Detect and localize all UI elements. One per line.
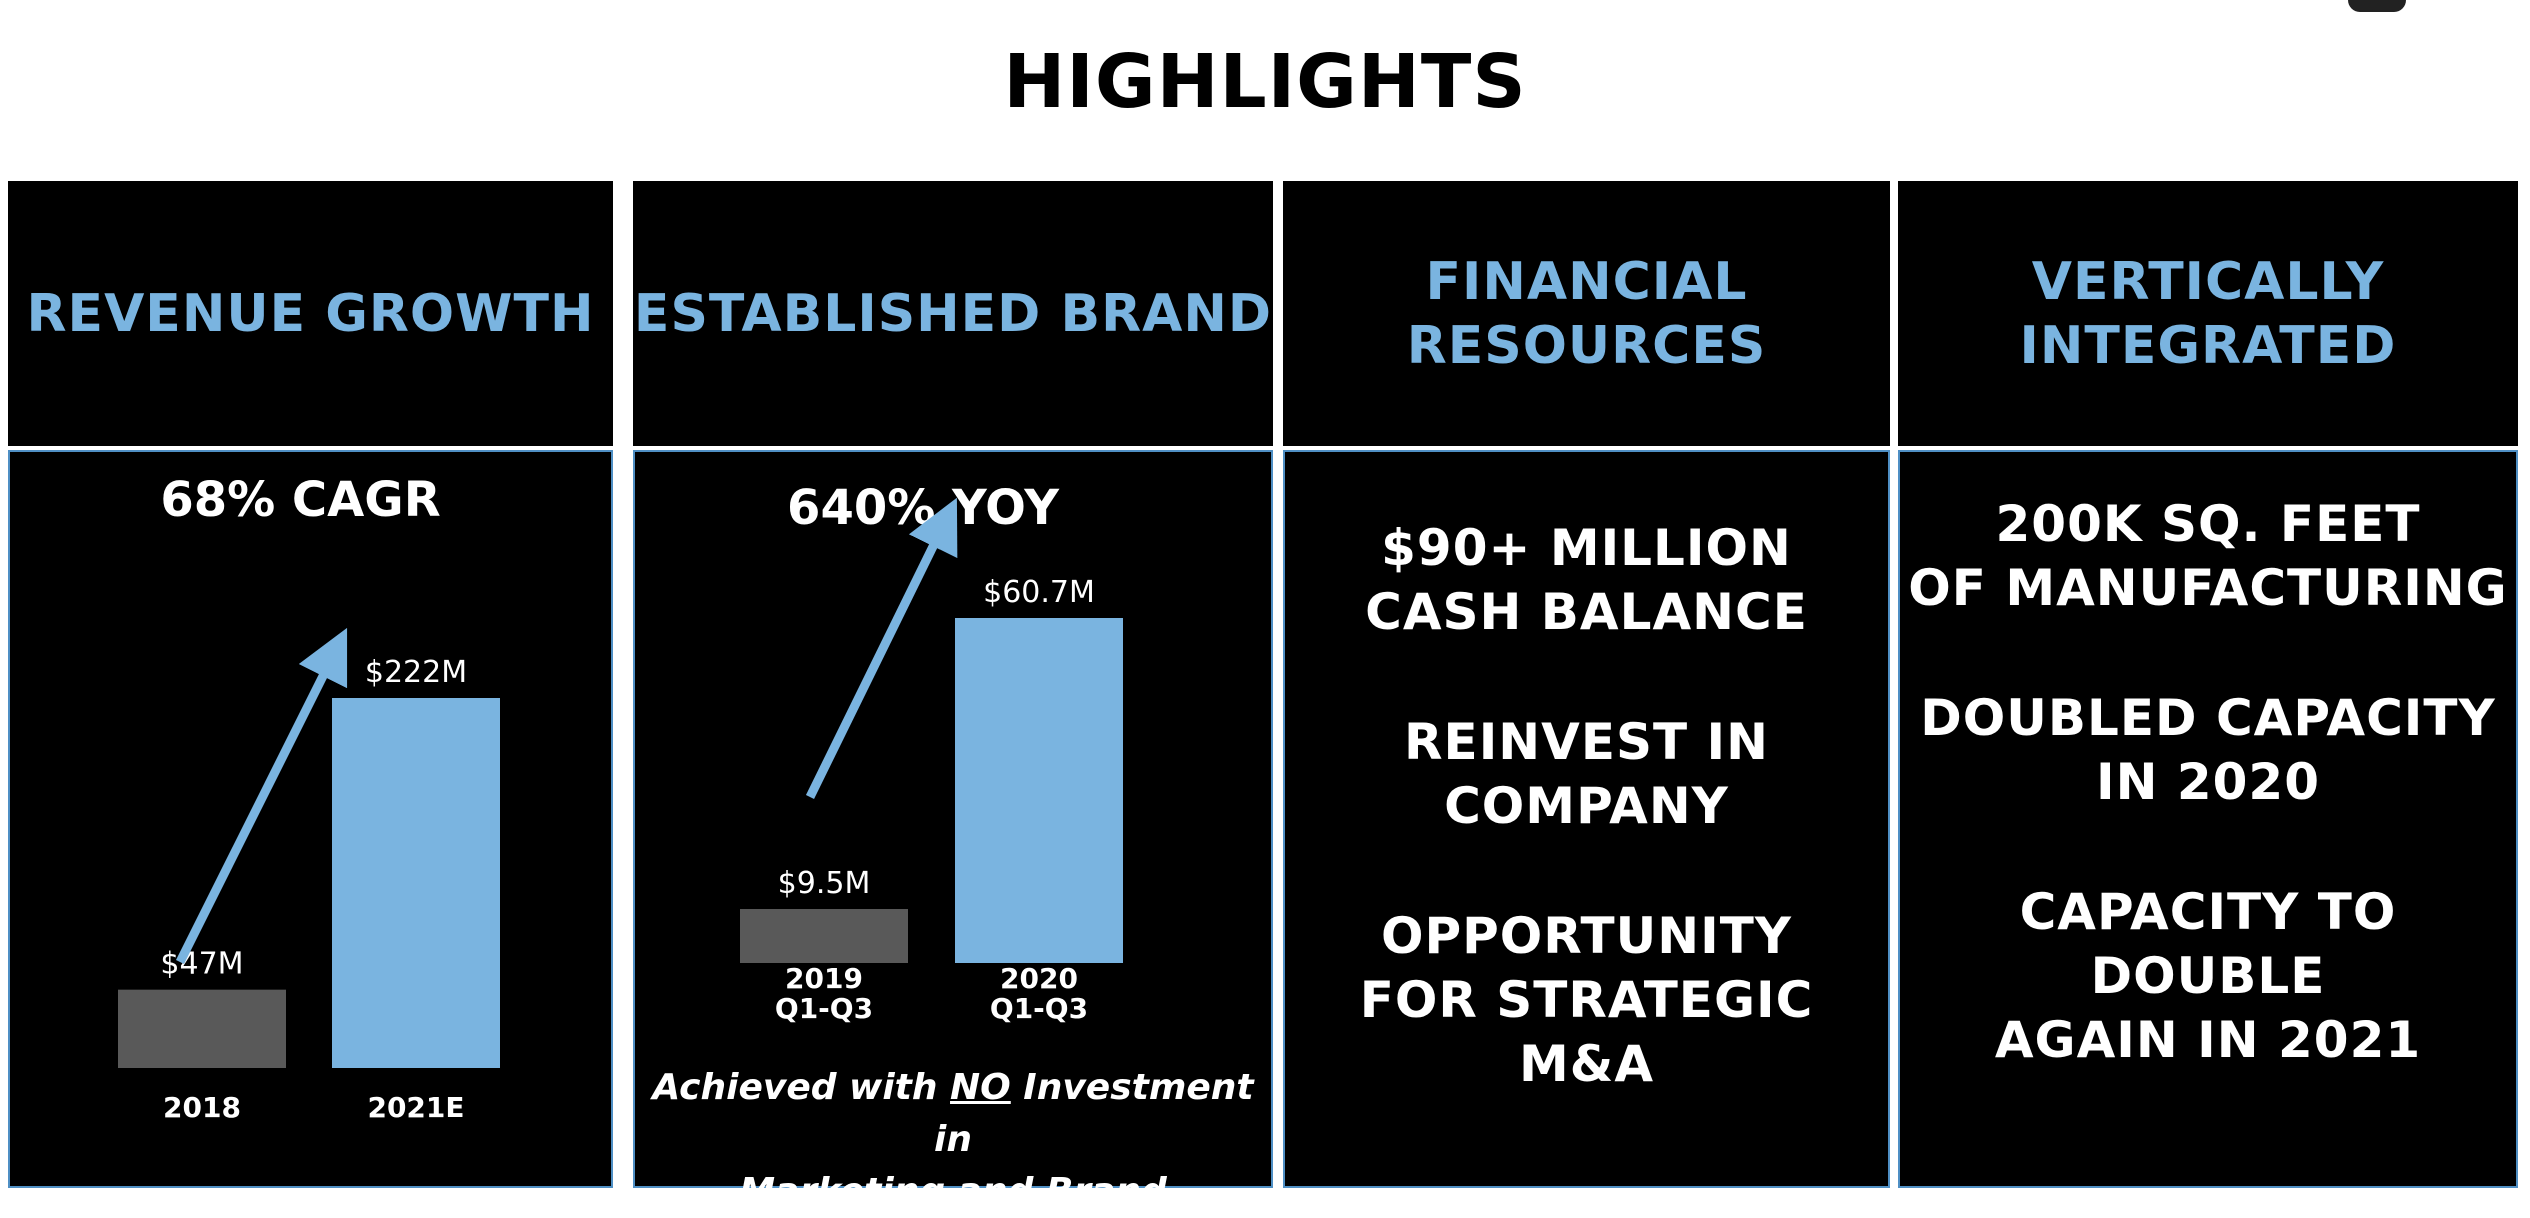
brand-note: Achieved with NO Investment in Marketing… (635, 1062, 1271, 1218)
logo-icon (2348, 0, 2406, 12)
bar-2019-q1-q3 (740, 909, 908, 963)
column-header-text: REVENUE GROWTH (26, 283, 595, 344)
category-label: Q1-Q3 (990, 992, 1088, 1025)
revenue-growth-panel: 68% CAGR $47M 2018 $222M 2021E (8, 450, 613, 1188)
category-label: 2020 (1000, 962, 1078, 995)
column-header: ESTABLISHED BRAND (633, 181, 1273, 446)
column-header-text: VERTICALLY INTEGRATED (2019, 251, 2397, 376)
note-text: Achieved with (652, 1067, 951, 1108)
vertically-integrated-panel: 200K SQ. FEET OF MANUFACTURING DOUBLED C… (1898, 450, 2518, 1188)
bar-2021e (332, 698, 500, 1068)
bar-2018 (118, 989, 286, 1068)
bar-2020-q1-q3 (955, 618, 1123, 963)
category-label: 2018 (163, 1091, 241, 1124)
financial-bullets: $90+ MILLION CASH BALANCE REINVEST IN CO… (1285, 452, 1888, 1186)
capacity-double-text: CAPACITY TO DOUBLE AGAIN IN 2021 (1994, 883, 2422, 1069)
note-emphasis: NO (950, 1067, 1011, 1108)
brand-note-line2: Marketing and Brand (739, 1171, 1167, 1212)
revenue-chart: $47M 2018 $222M 2021E (118, 627, 500, 1124)
doubled-capacity-text: DOUBLED CAPACITY IN 2020 (1920, 689, 2496, 811)
value-label: $9.5M (778, 866, 871, 901)
category-label: Q1-Q3 (775, 992, 873, 1025)
value-label: $222M (365, 655, 467, 690)
financial-resources-panel: $90+ MILLION CASH BALANCE REINVEST IN CO… (1283, 450, 1890, 1188)
column-header: FINANCIAL RESOURCES (1283, 181, 1890, 446)
note-text: Investment in (934, 1067, 1254, 1160)
value-label: $60.7M (983, 575, 1095, 610)
column-header-text: FINANCIAL RESOURCES (1406, 251, 1767, 376)
category-label: 2019 (785, 962, 863, 995)
reinvest-text: REINVEST IN COMPANY (1404, 713, 1769, 835)
page-title: HIGHLIGHTS (1003, 39, 1527, 125)
cagr-stat: 68% CAGR (160, 472, 441, 528)
established-brand-panel: 640% YOY $9.5M 2019 Q1-Q3 $60.7M 2020 Q1-Q3 A… (633, 450, 1273, 1212)
growth-arrow-icon (805, 497, 958, 799)
manufacturing-text: 200K SQ. FEET OF MANUFACTURING (1908, 495, 2508, 617)
cash-balance-text: $90+ MILLION CASH BALANCE (1365, 519, 1808, 641)
column-header: REVENUE GROWTH (8, 181, 613, 446)
growth-arrow-icon (175, 627, 348, 965)
column-header-text: ESTABLISHED BRAND (633, 283, 1273, 344)
strategic-ma-text: OPPORTUNITY FOR STRATEGIC M&A (1359, 907, 1814, 1093)
value-label: $47M (160, 947, 243, 982)
column-header: VERTICALLY INTEGRATED (1898, 181, 2518, 446)
category-label: 2021E (367, 1091, 464, 1124)
vertical-bullets: 200K SQ. FEET OF MANUFACTURING DOUBLED C… (1900, 452, 2516, 1186)
brand-note-line1: Achieved with NO Investment in (635, 1062, 1271, 1166)
